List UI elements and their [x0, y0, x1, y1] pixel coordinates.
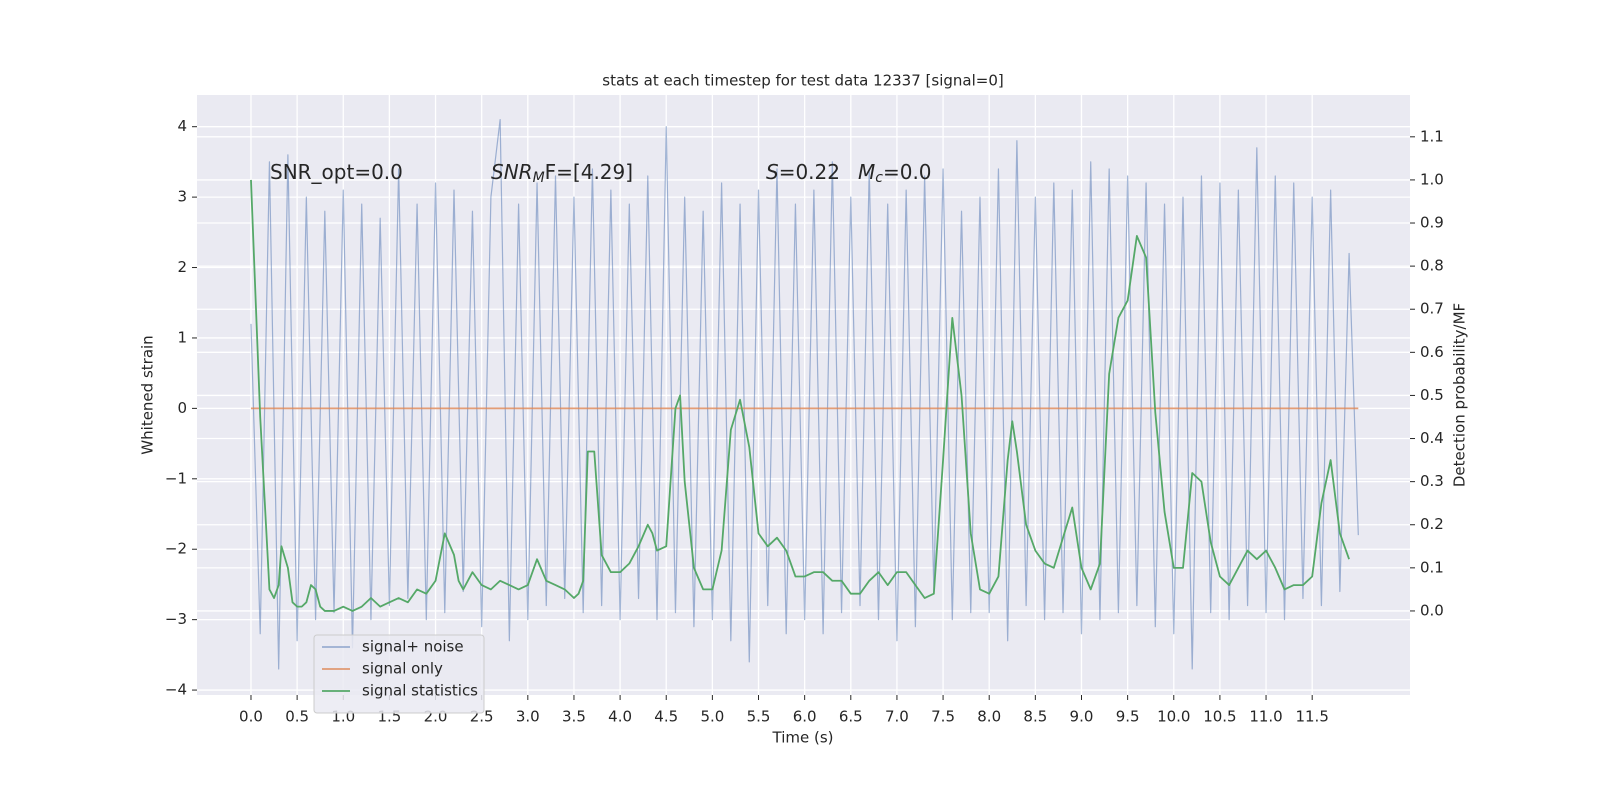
y2-tick-label: 0.8 [1420, 257, 1444, 275]
y-axis-label: Whitened strain [139, 335, 157, 454]
annotation-part: M [533, 170, 545, 186]
annotation: SNRMF=[4.29] [491, 160, 633, 187]
series-line [250, 179, 1350, 612]
annotation: SNR_opt=0.0 [270, 160, 403, 184]
x-tick-label: 10.0 [1157, 708, 1190, 726]
annotation: Mc=0.0 [858, 160, 932, 187]
y2-tick-label: 0.1 [1420, 558, 1444, 576]
legend-label: signal statistics [362, 682, 478, 700]
annotation-part: =0.0 [883, 160, 932, 184]
x-tick-label: 8.0 [977, 708, 1001, 726]
x-tick-label: 6.5 [839, 708, 863, 726]
x-tick-label: 10.5 [1203, 708, 1236, 726]
x-tick-label: 9.0 [1070, 708, 1094, 726]
y-tick-label: −2 [165, 540, 187, 558]
x-tick-label: 0.5 [285, 708, 309, 726]
y2-tick-label: 0.3 [1420, 472, 1444, 490]
y2-tick-label: 0.7 [1420, 300, 1444, 318]
y2-tick-label: 0.0 [1420, 601, 1444, 619]
y-tick-label: −3 [165, 610, 187, 628]
y-tick-label: −4 [165, 681, 187, 699]
y-tick-label: 3 [177, 188, 187, 206]
x-tick-label: 4.0 [608, 708, 632, 726]
annotation: S=0.22 [766, 160, 840, 184]
annotation-part: M [858, 160, 875, 184]
x-tick-label: 11.0 [1249, 708, 1282, 726]
x-tick-label: 7.0 [885, 708, 909, 726]
y-tick-label: 1 [177, 328, 187, 346]
x-axis-label: Time (s) [772, 729, 834, 747]
x-tick-label: 3.5 [562, 708, 586, 726]
y-tick-label: 0 [177, 399, 187, 417]
legend-label: signal+ noise [362, 638, 464, 656]
annotation-part: c [875, 170, 883, 186]
x-tick-label: 5.5 [747, 708, 771, 726]
annotation-part: F=[4.29] [545, 160, 633, 184]
grid: 0.0 0.5 1.0 1.5 2.0 2.5 3.0 3.5 4.0 4.5 5.0 5.5 6.0 6… [165, 95, 1444, 726]
x-tick-label: 6.0 [793, 708, 817, 726]
chart-title: stats at each timestep for test data 123… [602, 72, 1003, 90]
y2-tick-label: 0.6 [1420, 343, 1444, 361]
y2-tick-label: 0.2 [1420, 515, 1444, 533]
legend-label: signal only [362, 660, 443, 678]
marks [250, 119, 1359, 670]
overlay: SNR_opt=0.0 SNRMF=[4.29] S=0.22 Mc=0.0signa… [270, 160, 932, 714]
y2-tick-label: 0.4 [1420, 429, 1444, 447]
y-tick-label: 2 [177, 258, 187, 276]
series-line [250, 119, 1359, 670]
x-tick-label: 5.0 [700, 708, 724, 726]
x-tick-label: 11.5 [1295, 708, 1328, 726]
annotation-part: =0.22 [779, 160, 840, 184]
x-tick-label: 9.5 [1116, 708, 1140, 726]
annotation-part: S [766, 160, 779, 184]
y-tick-label: −1 [165, 469, 187, 487]
x-tick-label: 7.5 [931, 708, 955, 726]
x-tick-label: 4.5 [654, 708, 678, 726]
y2-tick-label: 1.0 [1420, 170, 1444, 188]
annotation-part: SNR_opt=0.0 [270, 160, 403, 184]
y2-tick-label: 0.5 [1420, 386, 1444, 404]
y2-axis-label: Detection probability/MF [1451, 303, 1469, 487]
y2-tick-label: 1.1 [1420, 127, 1444, 145]
y2-tick-label: 0.9 [1420, 214, 1444, 232]
x-tick-label: 0.0 [239, 708, 263, 726]
x-tick-label: 8.5 [1023, 708, 1047, 726]
x-tick-label: 3.0 [516, 708, 540, 726]
legend-box [313, 634, 485, 714]
annotation-part: SNR [491, 160, 533, 184]
y-tick-label: 4 [177, 117, 187, 135]
